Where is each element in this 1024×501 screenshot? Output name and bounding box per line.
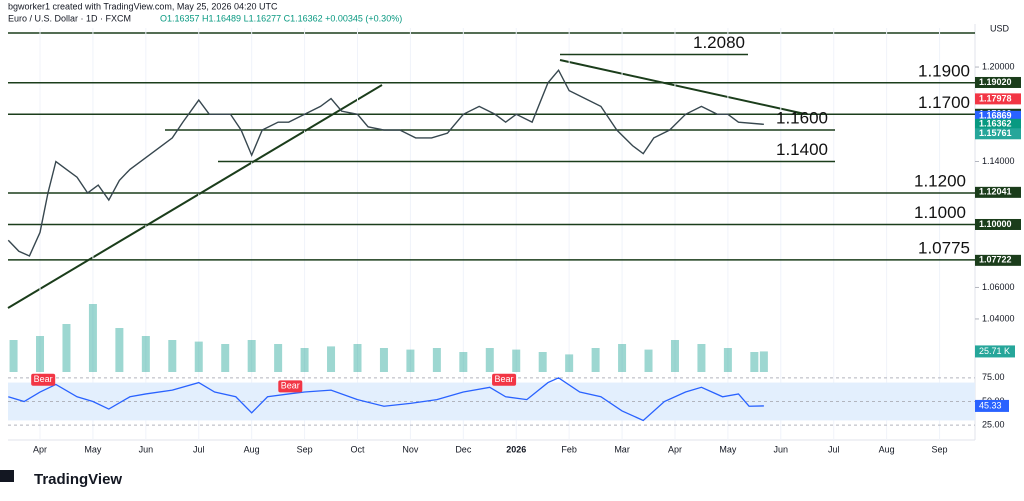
x-tick-label: 2026	[506, 444, 526, 454]
volume-label: 25.71 K	[979, 346, 1010, 356]
y-tick-label: 1.14000	[982, 156, 1015, 166]
x-tick-label: Nov	[402, 444, 419, 454]
price-label-box	[975, 76, 1021, 88]
volume-bar	[88, 304, 97, 372]
rsi-value: 45.33	[979, 400, 1002, 410]
x-tick-label: Sep	[932, 444, 948, 454]
volume-bar	[379, 348, 388, 372]
credit: bgworker1 created with TradingView.com, …	[8, 1, 278, 11]
price-label: 1.16869	[979, 111, 1012, 121]
volume-bar	[459, 352, 468, 372]
volume-bar	[759, 351, 768, 372]
x-tick-label: Aug	[879, 444, 895, 454]
x-tick-label: Jul	[193, 444, 205, 454]
x-tick-label: Dec	[455, 444, 472, 454]
currency: USD	[990, 23, 1010, 33]
volume-bar	[9, 340, 18, 372]
price-label: 1.17978	[979, 93, 1012, 103]
volume-bar	[141, 336, 150, 372]
volume-bar	[274, 344, 283, 372]
signal-box	[278, 380, 303, 393]
volume-bar	[565, 354, 574, 372]
volume-bar	[221, 344, 230, 372]
level-label: 1.1400	[776, 140, 828, 159]
volume-bar	[247, 340, 256, 372]
price-label-box	[975, 254, 1021, 266]
x-tick-label: Jun	[774, 444, 789, 454]
trendline	[559, 59, 806, 115]
volume-bar	[670, 340, 679, 372]
price-label: 1.07722	[979, 255, 1012, 265]
volume-bar	[618, 344, 627, 372]
price-label-box	[975, 128, 1021, 140]
signal-label: Bear	[495, 374, 514, 384]
x-tick-label: Aug	[244, 444, 260, 454]
volume-bar	[300, 348, 309, 372]
volume-label-box	[975, 345, 1015, 358]
symbol: Euro / U.S. Dollar · 1D · FXCM	[8, 13, 131, 23]
signal-box	[492, 373, 517, 386]
volume-bar	[194, 341, 203, 372]
level-label: 1.1900	[918, 61, 970, 80]
x-tick-label: Feb	[561, 444, 577, 454]
price-label-box	[975, 93, 1021, 105]
price-label: 1.19020	[979, 77, 1012, 87]
y-tick-label: 1.04000	[982, 313, 1015, 323]
x-tick-label: Jul	[828, 444, 840, 454]
volume-bar	[115, 328, 124, 372]
volume-bar	[432, 348, 441, 372]
rsi-tick-label: 75.00	[982, 372, 1005, 382]
x-tick-label: Apr	[668, 444, 682, 454]
y-tick-label: 1.06000	[982, 282, 1015, 292]
logo-icon	[0, 470, 14, 482]
level-label: 1.1600	[776, 109, 828, 128]
volume-bar	[353, 344, 362, 372]
level-label: 1.0775	[918, 238, 970, 257]
price-label: 1.10000	[979, 219, 1012, 229]
x-tick-label: Jun	[139, 444, 154, 454]
price-label-box	[975, 186, 1021, 198]
volume-bar	[327, 346, 336, 372]
volume-bar	[750, 352, 759, 372]
rsi-tick-label: 25.00	[982, 420, 1005, 430]
volume-bar	[512, 349, 521, 372]
volume-bar	[168, 340, 177, 372]
x-tick-label: May	[719, 444, 737, 454]
y-tick-label: 1.20000	[982, 61, 1015, 71]
level-label: 1.2080	[693, 33, 745, 52]
x-tick-label: Sep	[297, 444, 313, 454]
level-label: 1.1200	[914, 171, 966, 190]
price-line	[7, 68, 764, 257]
signal-label: Bear	[281, 381, 300, 391]
volume-bar	[36, 336, 45, 372]
volume-bar	[591, 348, 600, 372]
x-tick-label: May	[84, 444, 102, 454]
price-label: 1.12041	[979, 187, 1012, 197]
volume-bar	[644, 349, 653, 372]
volume-bar	[538, 352, 547, 372]
rsi-value-box	[975, 399, 1009, 412]
volume-bar	[723, 348, 732, 372]
price-label-box	[975, 218, 1021, 230]
signal-label: Bear	[34, 374, 53, 384]
x-tick-label: Oct	[350, 444, 365, 454]
brand: TradingView	[34, 471, 122, 488]
volume-bar	[62, 324, 71, 372]
x-tick-label: Apr	[33, 444, 47, 454]
price-label: 1.16362	[979, 119, 1012, 129]
ohlc: O1.16357 H1.16489 L1.16277 C1.16362 +0.0…	[160, 13, 402, 23]
x-tick-label: Mar	[614, 444, 630, 454]
price-label-box	[975, 110, 1021, 122]
price-label-box	[975, 118, 1021, 130]
signal-box	[31, 373, 56, 386]
volume-bar	[485, 348, 494, 372]
level-label: 1.1000	[914, 203, 966, 222]
rsi-line	[8, 377, 764, 422]
level-label: 1.1700	[918, 93, 970, 112]
volume-bar	[697, 344, 706, 372]
price-label: 1.15761	[979, 128, 1012, 138]
trendline	[7, 84, 383, 309]
volume-bar	[406, 349, 415, 372]
